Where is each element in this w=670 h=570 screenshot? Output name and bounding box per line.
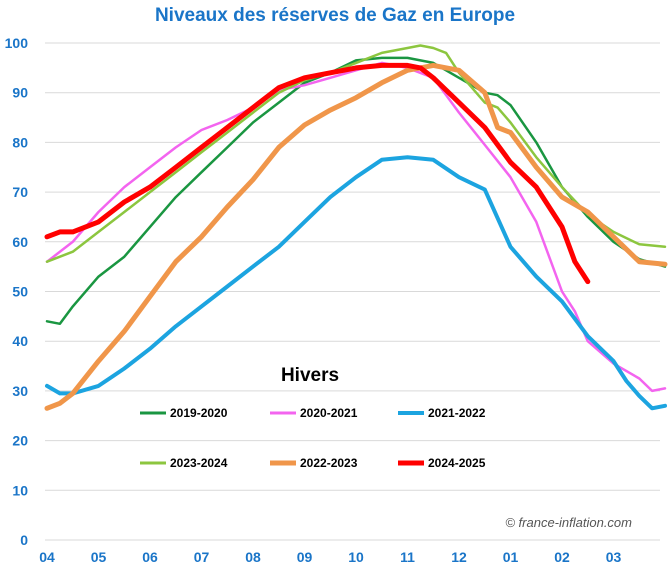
y-tick-label: 90 [12,85,28,101]
legend-title: Hivers [281,365,339,386]
legend-label: 2024-2025 [428,456,486,470]
y-tick-label: 10 [12,482,28,498]
y-tick-label: 40 [12,333,28,349]
x-tick-label: 06 [142,549,158,565]
series-line-2023-2024 [45,44,667,263]
watermark-text: © france-inflation.com [505,515,632,530]
y-axis-ticks: 0 10 20 30 40 50 60 70 80 90 100 [5,35,29,548]
legend-label: 2020-2021 [300,406,358,420]
x-tick-label: 01 [503,549,519,565]
x-tick-label: 09 [297,549,313,565]
legend-label: 2022-2023 [300,456,358,470]
y-tick-label: 60 [12,234,28,250]
y-tick-label: 70 [12,184,28,200]
x-tick-label: 08 [245,549,261,565]
legend-label: 2021-2022 [428,406,486,420]
series-lines [44,44,668,411]
y-tick-label: 0 [20,532,28,548]
series-line-2022-2023 [44,62,668,411]
x-tick-label: 10 [348,549,364,565]
y-tick-label: 50 [12,284,28,300]
x-tick-label: 03 [606,549,622,565]
x-tick-label: 04 [39,549,55,565]
y-tick-label: 30 [12,383,28,399]
x-axis-ticks: 04 05 06 07 08 09 10 11 12 01 02 03 [39,549,621,565]
series-line-2021-2022 [45,155,667,411]
y-tick-label: 80 [12,134,28,150]
series-line-2024-2025 [44,62,591,285]
x-tick-label: 02 [554,549,570,565]
x-tick-label: 07 [194,549,210,565]
x-tick-label: 05 [91,549,107,565]
grid-lines [45,42,660,541]
legend-label: 2023-2024 [170,456,228,470]
series-line-2019-2020 [45,56,667,326]
legend-label: 2019-2020 [170,406,228,420]
y-tick-label: 20 [12,433,28,449]
chart-title: Niveaux des réserves de Gaz en Europe [155,5,515,26]
y-tick-label: 100 [5,35,29,51]
x-tick-label: 12 [451,549,467,565]
legend: 2019-2020 2020-2021 2021-2022 2023-2024 2022… [140,406,486,470]
x-tick-label: 11 [400,549,415,565]
